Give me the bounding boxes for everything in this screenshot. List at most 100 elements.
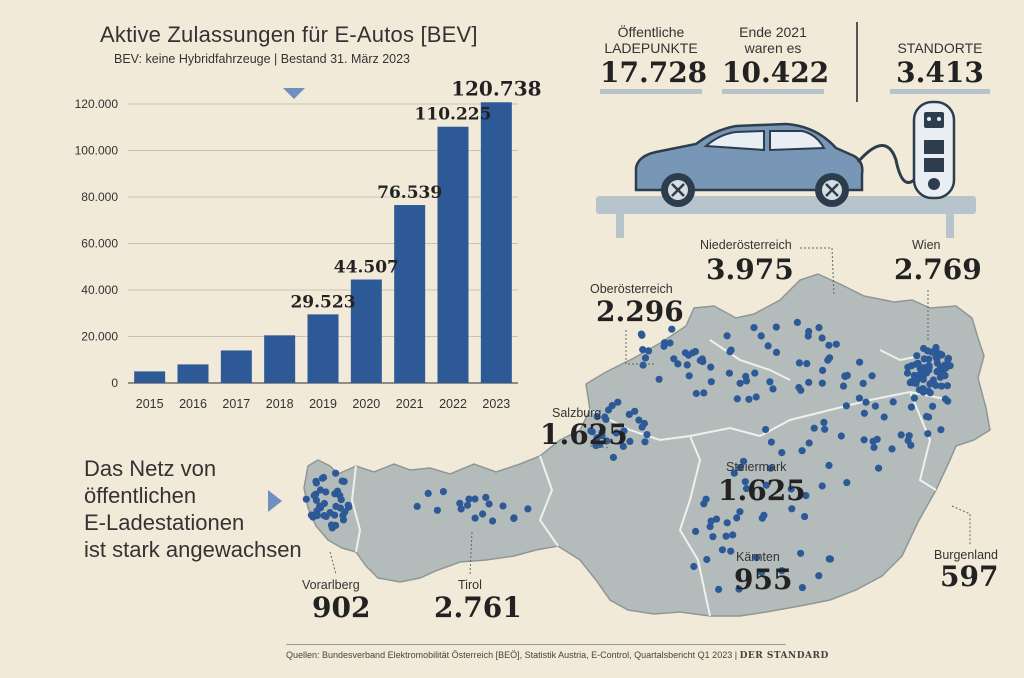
- charging-station-dot: [766, 464, 775, 472]
- bar-2023: [480, 102, 512, 383]
- charging-station-dot: [712, 515, 721, 523]
- bar-data-label: 29.523: [290, 292, 355, 312]
- region-name-ooe: Oberösterreich: [590, 282, 673, 296]
- charging-station-dot: [910, 394, 919, 402]
- charging-station-dot: [929, 402, 937, 410]
- charging-station-dot: [463, 501, 472, 509]
- charging-station-dot: [700, 389, 708, 397]
- charging-station-dot: [341, 508, 349, 516]
- charging-station-dot: [938, 351, 946, 359]
- charging-station-dot: [736, 379, 744, 387]
- bar-chart: 0 20.000 40.000 60.000 80.000 100.000 120.000 2…: [75, 76, 542, 411]
- charging-station-dot: [905, 432, 913, 440]
- charging-station-dot: [733, 514, 741, 522]
- charging-station-dot: [815, 572, 823, 580]
- charging-station-dot: [757, 332, 765, 340]
- chart-subtitle: BEV: keine Hybridfahrzeuge | Bestand 31.…: [114, 52, 411, 66]
- charging-station-dot: [762, 425, 770, 434]
- charging-station-dot: [778, 567, 786, 575]
- charging-station-dot: [818, 379, 826, 387]
- charging-station-dot: [725, 369, 733, 377]
- charging-station-dot: [602, 415, 610, 424]
- charging-station-dot: [841, 372, 849, 380]
- charging-station-dot: [318, 474, 327, 482]
- car-charging-illustration: [596, 100, 976, 238]
- y-tick-label: 40.000: [81, 283, 118, 297]
- y-tick-label: 0: [111, 376, 118, 390]
- y-tick-label: 80.000: [81, 190, 118, 204]
- charging-station-dot: [820, 418, 828, 426]
- region-value-salzburg: 1.625: [540, 418, 628, 451]
- x-tick-label: 2020: [352, 397, 380, 411]
- charging-station-dot: [944, 397, 952, 405]
- charging-station-dot: [772, 323, 780, 331]
- region-value-burgenland: 597: [940, 560, 999, 593]
- charging-station-dot: [875, 464, 883, 472]
- charging-station-dot: [788, 505, 796, 513]
- charging-station-dot: [489, 517, 497, 525]
- charging-station-dot: [778, 449, 786, 457]
- charging-station-dot: [760, 511, 768, 519]
- x-tick-label: 2018: [266, 397, 294, 411]
- charging-station-dot: [825, 461, 833, 469]
- bar-data-label: 44.507: [334, 258, 399, 278]
- charging-station-dot: [338, 477, 346, 485]
- charging-station-dot: [932, 381, 940, 389]
- charging-station-dot: [302, 495, 310, 503]
- charging-station-dot: [859, 379, 867, 387]
- stat-label-2a: Ende 2021: [739, 24, 807, 40]
- charging-station-dot: [670, 355, 678, 363]
- charging-station-dot: [709, 533, 717, 541]
- charging-station-dot: [707, 363, 715, 371]
- charging-station-dot: [465, 495, 473, 503]
- charging-station-dot: [742, 377, 751, 385]
- charging-station-dot: [826, 354, 834, 362]
- region-value-ooe: 2.296: [596, 295, 684, 328]
- charging-station-dot: [424, 489, 432, 497]
- charging-station-dot: [924, 430, 932, 438]
- charging-station-dot: [729, 531, 737, 539]
- charging-station-dot: [745, 395, 753, 403]
- charging-station-dot: [593, 412, 601, 421]
- stat-value-2: 10.422: [722, 56, 830, 89]
- charging-station-dot: [609, 453, 617, 461]
- bar-2018: [264, 335, 296, 383]
- charging-station-dot: [723, 332, 731, 340]
- charging-station-dot: [592, 442, 600, 450]
- charging-station-dot: [655, 375, 663, 383]
- charging-station-dot: [907, 403, 916, 411]
- charging-station-dot: [944, 355, 952, 364]
- y-tick-label: 60.000: [81, 237, 118, 251]
- charging-station-dot: [818, 482, 826, 490]
- charging-station-dot: [707, 378, 715, 386]
- charging-station-dot: [471, 514, 479, 522]
- bar-data-label: 120.738: [451, 76, 541, 100]
- charging-station-dot: [801, 513, 809, 521]
- charging-station-dot: [312, 477, 320, 485]
- charging-station-dot: [310, 491, 318, 500]
- region-name-wien: Wien: [912, 238, 941, 252]
- charging-station-dot: [635, 416, 643, 424]
- stat-label-2b: waren es: [744, 40, 802, 56]
- charging-station-dot: [641, 438, 649, 446]
- charging-station-dot: [510, 514, 518, 522]
- charging-station-dot: [856, 358, 864, 366]
- footer-rule: [286, 644, 786, 645]
- chart-title: Aktive Zulassungen für E-Autos [BEV]: [100, 22, 478, 47]
- charging-station-dot: [741, 478, 749, 486]
- charging-station-dot: [641, 354, 650, 362]
- charging-station-dot: [805, 439, 813, 447]
- charging-station-dot: [752, 393, 760, 401]
- y-tick-label: 100.000: [75, 144, 119, 158]
- bar-2022: [437, 126, 469, 384]
- charging-station-dot: [924, 387, 933, 395]
- charging-station-dot: [439, 488, 447, 496]
- intro-text: Das Netz von öffentlichen E-Ladestatione…: [84, 455, 302, 563]
- charging-station-dot: [331, 511, 339, 519]
- region-name-steiermark: Steiermark: [726, 460, 787, 474]
- charging-station-dot: [320, 499, 328, 508]
- y-tick-label: 120.000: [75, 97, 119, 111]
- x-tick-label: 2023: [482, 397, 510, 411]
- charging-station-dot: [769, 385, 777, 393]
- charging-station-dot: [767, 438, 775, 446]
